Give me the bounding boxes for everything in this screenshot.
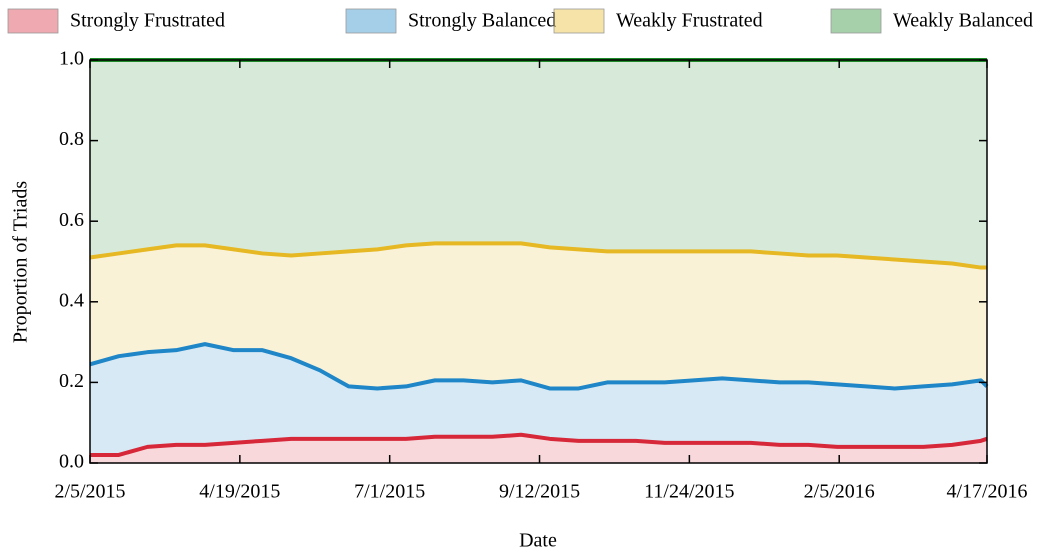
plot-frame bbox=[89, 59, 988, 464]
legend-label: Weakly Balanced bbox=[893, 10, 1033, 32]
line bbox=[89, 241, 987, 270]
legend-swatch bbox=[345, 8, 397, 34]
line bbox=[90, 432, 988, 457]
x-tick-label: 4/17/2016 bbox=[946, 481, 1027, 503]
y-tick-label: 0.6 bbox=[59, 209, 84, 231]
y-tick-label: 0.8 bbox=[59, 128, 84, 150]
line bbox=[89, 342, 989, 391]
x-tick-label: 9/12/2015 bbox=[499, 481, 580, 503]
x-tick-label: 11/24/2015 bbox=[644, 481, 734, 503]
x-tick-label: 2/5/2015 bbox=[54, 481, 125, 503]
legend-swatch bbox=[7, 8, 59, 34]
area bbox=[90, 60, 987, 268]
area bbox=[90, 344, 987, 455]
legend-swatch bbox=[553, 8, 605, 34]
y-tick-label: 0.4 bbox=[59, 289, 84, 311]
x-tick-label: 7/1/2015 bbox=[354, 481, 425, 503]
legend-label: Strongly Frustrated bbox=[70, 10, 225, 32]
y-axis-label: Proportion of Triads bbox=[10, 181, 32, 343]
x-axis-label: Date bbox=[519, 530, 557, 552]
legend-label: Strongly Balanced bbox=[408, 10, 556, 32]
area bbox=[90, 434, 987, 463]
area bbox=[90, 243, 987, 389]
y-tick-label: 0.2 bbox=[59, 370, 84, 392]
x-tick-label: 2/5/2016 bbox=[804, 481, 875, 503]
legend-label: Weakly Frustrated bbox=[616, 10, 763, 32]
y-tick-label: 1.0 bbox=[59, 48, 84, 70]
x-tick-label: 4/19/2015 bbox=[199, 481, 280, 503]
y-tick-label: 0.0 bbox=[59, 451, 84, 473]
legend-swatch bbox=[830, 8, 882, 34]
